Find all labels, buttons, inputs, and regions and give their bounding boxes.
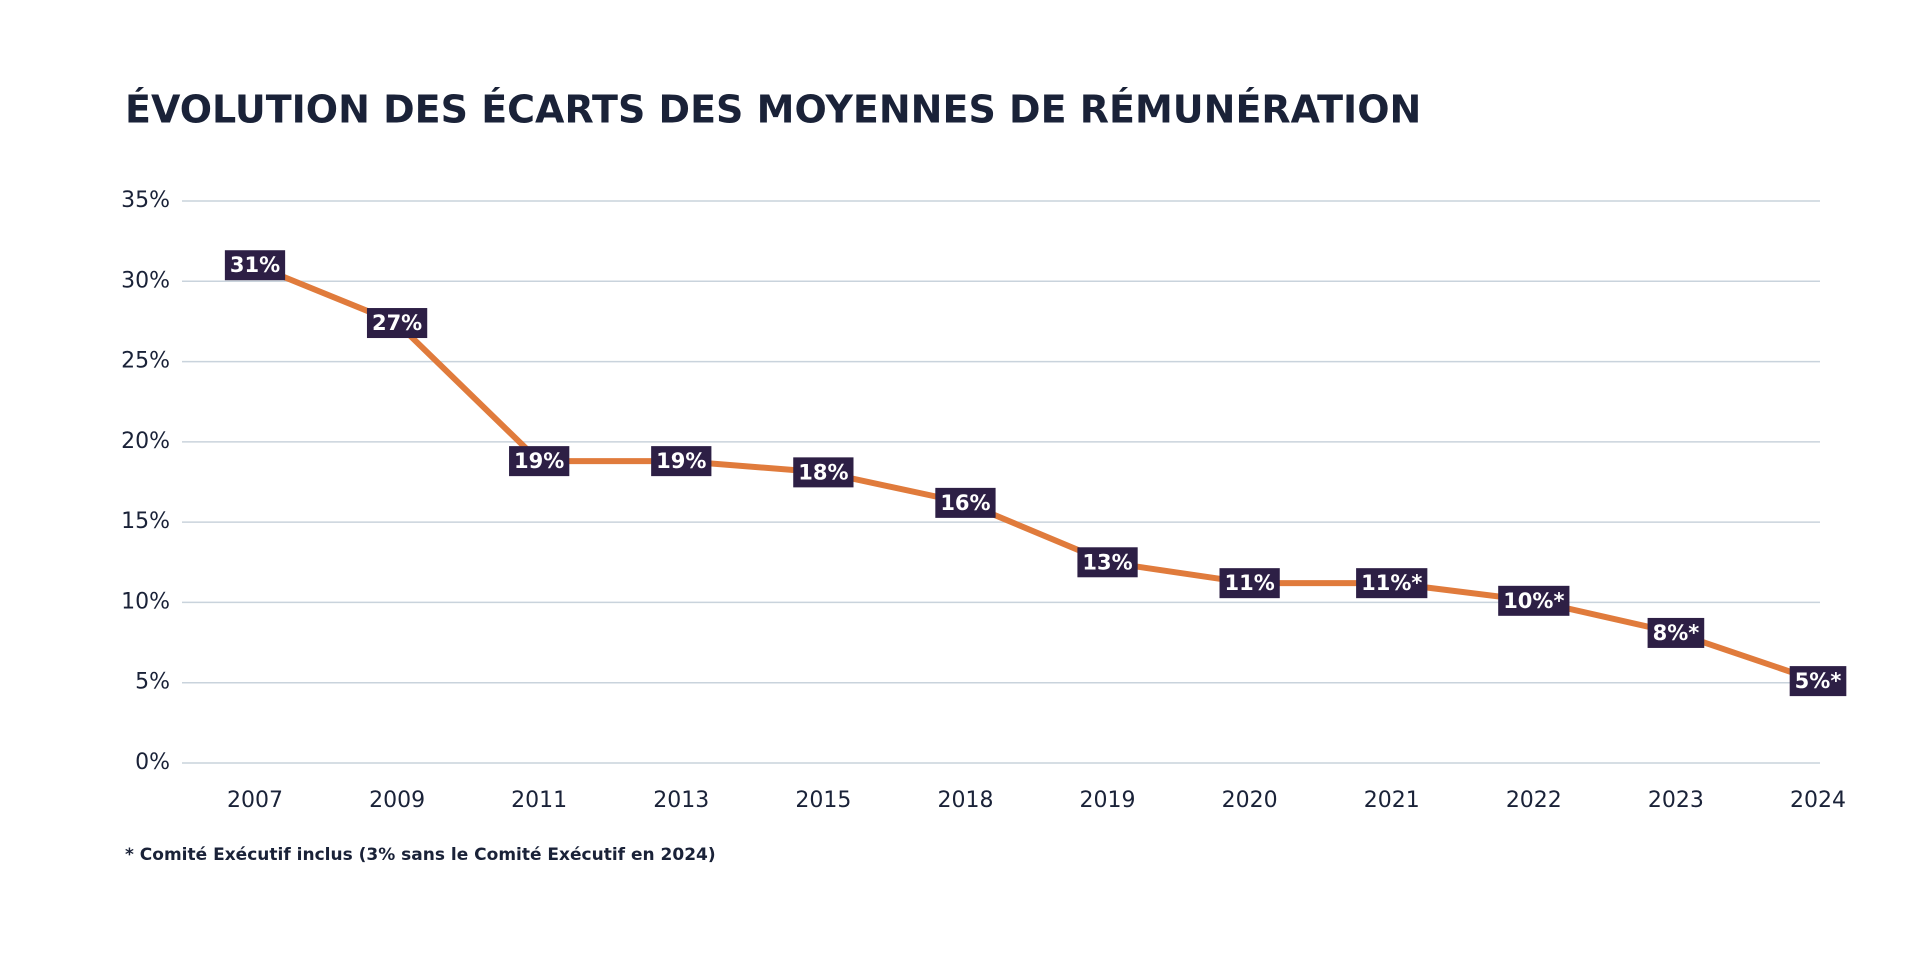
data-label-box [1219, 568, 1280, 599]
line [253, 262, 1819, 684]
data-label: 13% [1082, 550, 1132, 574]
y-tick-label: 10% [121, 589, 170, 614]
footnote: * Comité Exécutif inclus (3% sans le Com… [125, 845, 716, 865]
x-tick-label: 2013 [653, 788, 709, 813]
y-tick-label: 35% [121, 188, 170, 213]
data-label-box [1356, 568, 1428, 599]
data-label-box [1498, 585, 1570, 616]
data-label: 16% [940, 491, 990, 515]
x-tick-label: 2023 [1648, 788, 1704, 813]
data-label: 31% [230, 253, 280, 277]
data-label: 5%* [1795, 669, 1842, 693]
data-label-box [366, 308, 428, 339]
x-tick-label: 2015 [795, 788, 851, 813]
chart-title: ÉVOLUTION DES ÉCARTS DES MOYENNES DE RÉM… [125, 88, 1421, 132]
data-label: 18% [798, 460, 848, 484]
data-label-box [224, 250, 286, 281]
data-label-box [935, 487, 996, 518]
data-label: 11% [1225, 571, 1275, 595]
data-label: 11%* [1361, 571, 1422, 595]
data-label: 8%* [1653, 621, 1700, 645]
x-tick-label: 2007 [227, 788, 283, 813]
data-label-box [1789, 666, 1847, 697]
x-tick-label: 2020 [1222, 788, 1278, 813]
x-tick-label: 2021 [1364, 788, 1420, 813]
y-tick-label: 30% [121, 268, 170, 293]
y-tick-label: 5% [135, 670, 170, 695]
data-label: 27% [372, 311, 422, 335]
y-tick-label: 25% [121, 349, 170, 374]
data-label-box [793, 457, 854, 488]
x-tick-label: 2024 [1790, 788, 1846, 813]
x-tick-label: 2022 [1506, 788, 1562, 813]
data-label: 19% [656, 449, 706, 473]
x-tick-label: 2018 [937, 788, 993, 813]
x-tick-label: 2011 [511, 788, 567, 813]
data-label-box [651, 446, 712, 477]
data-label: 19% [514, 449, 564, 473]
data-label-box [1647, 617, 1705, 648]
data-label: 10%* [1503, 589, 1564, 613]
y-tick-label: 0% [135, 750, 170, 775]
x-tick-label: 2019 [1080, 788, 1136, 813]
data-label-box [509, 446, 570, 477]
y-tick-label: 15% [121, 509, 170, 534]
x-tick-label: 2009 [369, 788, 425, 813]
y-tick-label: 20% [121, 429, 170, 454]
data-label-box [1077, 547, 1138, 578]
